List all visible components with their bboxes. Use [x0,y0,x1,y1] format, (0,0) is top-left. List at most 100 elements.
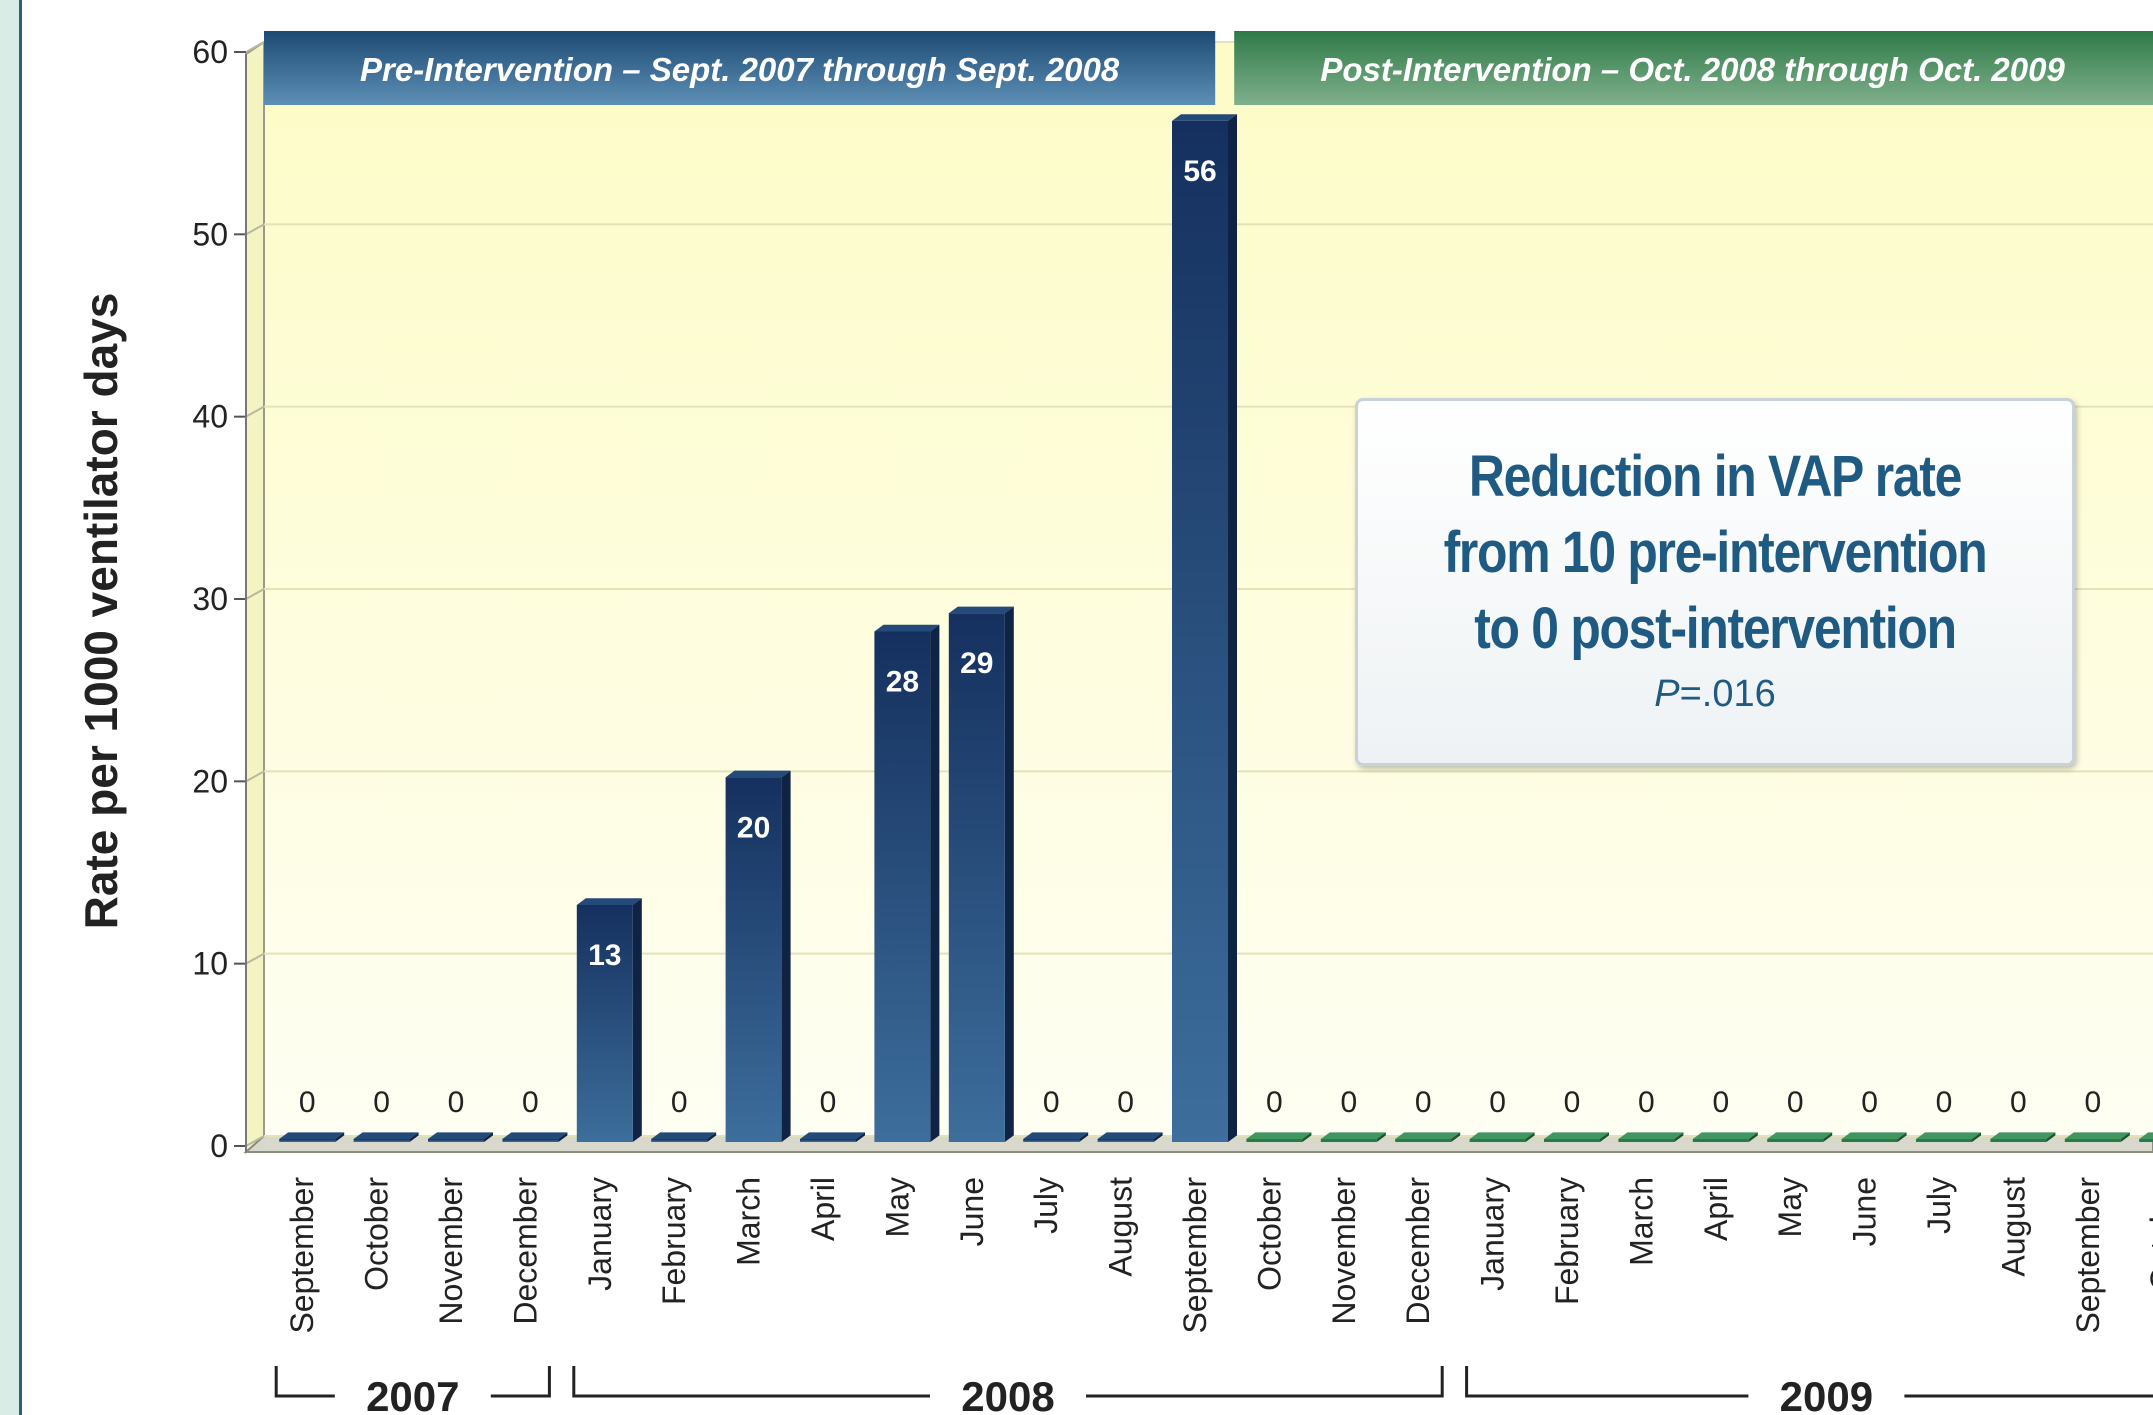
bar-side [632,898,642,1142]
year-label: 2008 [961,1373,1054,1415]
post-intervention-bar [1767,1139,1824,1142]
bar-top [874,624,940,632]
bar-side [781,770,791,1142]
bar-top [1246,1132,1312,1139]
x-tick-label: March [1623,1177,1659,1266]
bar-top [1916,1132,1981,1139]
year-bracket-left [572,1366,930,1398]
pre-intervention-bar [576,904,633,1142]
gridline-side [245,223,265,236]
bar-value-label: 0 [448,1086,465,1119]
post-intervention-bar [1395,1139,1452,1142]
left-border-strip [0,0,22,1415]
pre-intervention-bar [800,1139,856,1142]
bar-top [279,1132,345,1139]
x-tick-label: April [805,1177,841,1241]
pre-intervention-bar [502,1139,559,1142]
pre-intervention-header [264,31,1216,105]
bar-value-label: 0 [1712,1086,1729,1119]
pre-intervention-bar [279,1139,336,1142]
bar-value-label: 0 [1861,1086,1878,1119]
bar-value-label: 0 [820,1086,837,1119]
bar-value-label: 0 [1638,1086,1655,1119]
x-tick-label: November [1326,1177,1362,1325]
gridline-side [245,770,265,783]
gridline-side [245,41,265,53]
bar-side [1897,1132,1907,1142]
year-label: 2007 [366,1373,459,1415]
bar-value-label: 0 [2010,1086,2027,1119]
x-tick-label: August [1995,1177,2031,1277]
bar-side [1823,1132,1833,1142]
x-tick-label: September [1177,1177,1213,1334]
bar-top [1692,1132,1758,1139]
x-tick-label: April [1698,1177,1734,1241]
y-tick-label: 60 [192,34,228,70]
p-value: P=.016 [1358,673,2072,716]
gridline-side [245,405,265,418]
bar-side [1004,606,1014,1142]
post-intervention-bar [1469,1139,1526,1142]
bar-top [1172,114,1237,121]
year-bracket-left [274,1366,335,1398]
pre-intervention-label: Pre-Intervention – Sept. 2007 through Se… [360,51,1120,88]
post-intervention-bar [1544,1139,1600,1142]
bar-value-label: 0 [1266,1086,1283,1119]
post-intervention-bar [2064,1139,2121,1142]
post-intervention-bar [1841,1139,1898,1142]
x-tick-label: December [507,1177,543,1325]
y-tick-label: 40 [192,399,228,435]
x-tick-label: January [582,1177,618,1291]
bar-value-label: 13 [588,939,621,972]
bar-side [930,624,940,1142]
bar-top [502,1132,568,1139]
bar-side [1525,1132,1535,1142]
bar-value-label: 0 [1564,1086,1581,1119]
bar-side [484,1132,493,1142]
bar-value-label: 0 [671,1086,688,1119]
p-value-symbol: P [1654,673,1680,715]
bar-value-label: 0 [1117,1086,1134,1119]
x-tick-label: June [1847,1177,1883,1246]
bar-top [353,1132,419,1139]
bar-top [428,1132,493,1139]
x-tick-label: September [2070,1177,2106,1334]
gridline-side [245,952,265,965]
bar-value-label: 0 [1340,1086,1357,1119]
x-tick-label: July [1028,1177,1064,1234]
pre-intervention-bar [1172,120,1228,1142]
gridline-side [245,588,265,600]
bar-top [800,1132,865,1139]
p-value-number: =.016 [1679,673,1776,715]
post-intervention-bar [1916,1139,1972,1142]
bar-side [558,1132,568,1142]
bar-top [1023,1132,1089,1139]
bar-side [1228,114,1237,1142]
gridline-side [245,1135,265,1147]
callout-line-3: to 0 post-intervention [1474,596,1957,661]
bar-top [1618,1132,1684,1139]
bar-side [707,1132,717,1142]
x-tick-label: October [359,1177,395,1291]
bar-top [1097,1132,1163,1139]
bar-side [409,1132,419,1142]
x-tick-label: June [954,1177,990,1246]
bar-value-label: 0 [299,1086,316,1119]
x-tick-label: November [433,1177,469,1325]
pre-intervention-bar [874,631,931,1142]
x-tick-label: October [1251,1177,1287,1291]
bar-top [1395,1132,1461,1139]
pre-intervention-bar [353,1139,410,1142]
y-axis-title: Rate per 1000 ventilator days [75,293,127,930]
pre-intervention-bar [651,1139,708,1142]
post-intervention-header [1234,31,2153,105]
bar-top [1767,1132,1833,1139]
bar-top [1320,1132,1386,1139]
bar-top [1544,1132,1609,1139]
bar-side [1972,1132,1981,1142]
pre-intervention-bar [948,613,1005,1142]
bar-side [1451,1132,1461,1142]
bar-top [2139,1132,2153,1139]
pre-intervention-bar [1097,1139,1154,1142]
